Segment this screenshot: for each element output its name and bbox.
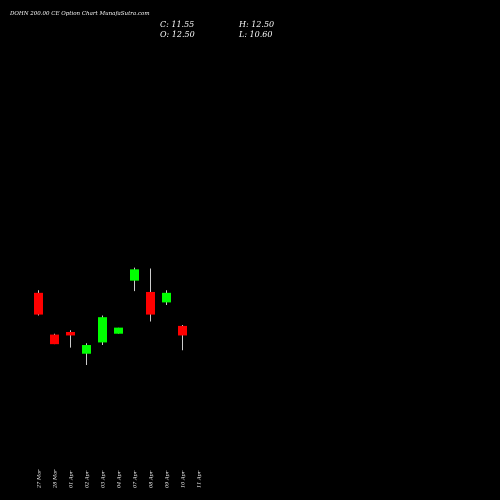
x-tick-label: 04 Apr xyxy=(117,470,123,488)
up-candle xyxy=(98,317,107,343)
chart-title: DOHN 200.00 CE Option Chart MunafaSutra.… xyxy=(9,11,150,17)
x-tick-label: 27 Mar xyxy=(37,469,43,489)
open-value: O: 12.50 xyxy=(160,30,195,39)
low-value: L: 10.60 xyxy=(238,30,272,39)
x-tick-label: 02 Apr xyxy=(85,470,91,488)
x-tick-label: 08 Apr xyxy=(149,470,155,488)
down-candle xyxy=(146,291,155,315)
up-candle xyxy=(82,345,91,354)
x-tick-label: 28 Mar xyxy=(53,469,59,489)
up-candle xyxy=(162,292,171,303)
x-tick-label: 11 Apr xyxy=(197,470,203,488)
down-candle xyxy=(34,292,43,315)
up-candle xyxy=(114,327,123,334)
down-candle xyxy=(178,325,187,336)
x-tick-label: 03 Apr xyxy=(101,470,107,488)
high-value: H: 12.50 xyxy=(238,20,274,29)
x-tick-label: 10 Apr xyxy=(181,470,187,488)
x-tick-label: 09 Apr xyxy=(165,470,171,488)
x-tick-label: 07 Apr xyxy=(133,470,139,488)
x-tick-label: 01 Apr xyxy=(69,470,75,488)
candles xyxy=(34,267,187,366)
down-candle xyxy=(50,334,59,345)
x-axis-labels: 27 Mar 28 Mar 01 Apr 02 Apr 03 Apr 04 Apr 07 A… xyxy=(37,469,203,489)
close-value: C: 11.55 xyxy=(160,20,194,29)
up-candle xyxy=(130,269,139,281)
down-candle xyxy=(66,331,75,336)
